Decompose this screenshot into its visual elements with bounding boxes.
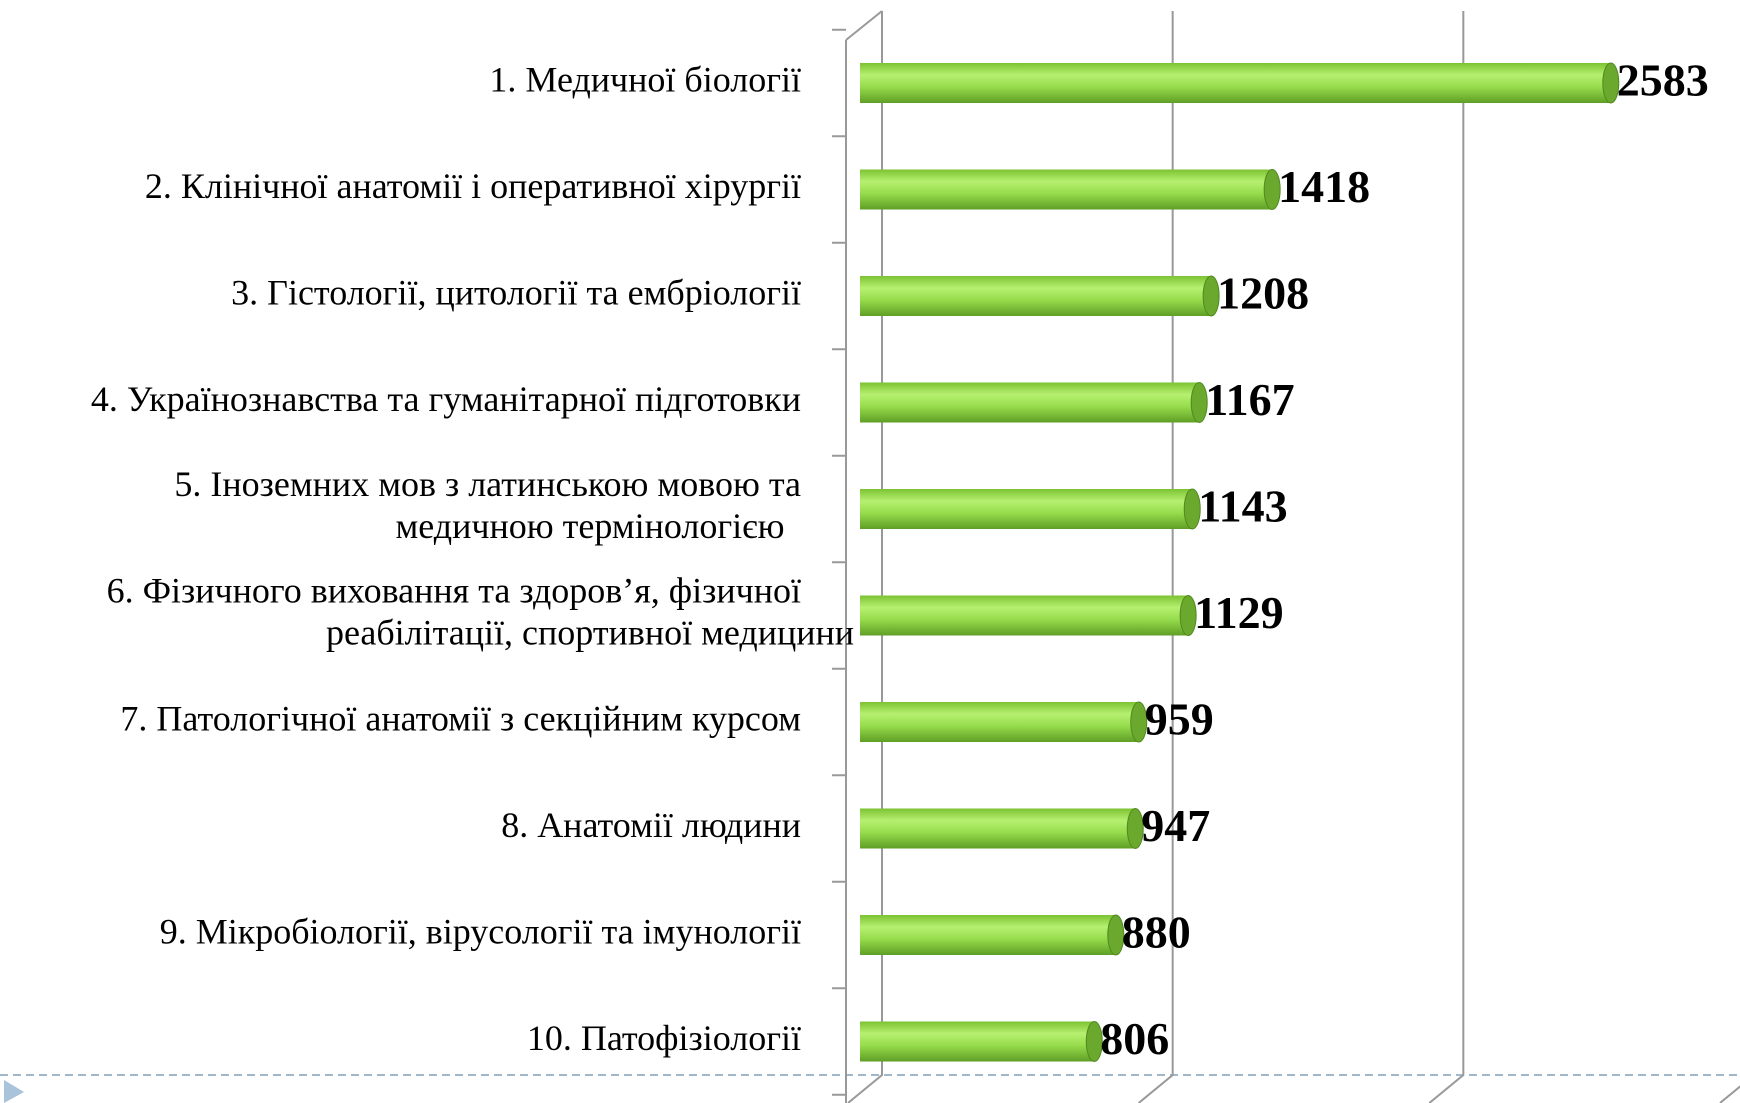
- bar: [860, 62, 1620, 104]
- category-label: 8. Анатомії людини: [501, 805, 801, 845]
- value-label: 2583: [1617, 55, 1709, 106]
- grid-line: [847, 11, 883, 1103]
- category-label: 5. Іноземних мов з латинською мовою та ме…: [174, 464, 801, 546]
- bar: [860, 701, 1148, 743]
- category-label: 2. Клінічної анатомії і оперативної хіру…: [145, 166, 801, 206]
- grid-line: [1138, 11, 1174, 1103]
- grid-line: [1428, 11, 1465, 1103]
- value-label: 880: [1122, 907, 1191, 958]
- value-label: 1418: [1278, 161, 1370, 212]
- bar: [860, 914, 1125, 956]
- bar: [860, 169, 1281, 210]
- bar: [860, 595, 1197, 636]
- value-label: 1129: [1194, 587, 1283, 638]
- category-label: 7. Патологічної анатомії з секційним кур…: [120, 698, 801, 738]
- bar: [860, 488, 1201, 530]
- category-label: 3. Гістології, цитології та ембріології: [231, 272, 801, 312]
- grid-line: [1719, 1085, 1740, 1103]
- bar: [860, 382, 1208, 423]
- value-label: 806: [1100, 1013, 1169, 1064]
- category-label: 6. Фізичного виховання та здоров’я, фізи…: [107, 571, 854, 653]
- category-label: 9. Мікробіології, вірусології та імуноло…: [160, 911, 801, 951]
- value-label: 947: [1141, 800, 1210, 851]
- value-label: 959: [1145, 694, 1214, 745]
- axis-line: [845, 10, 883, 41]
- bar: [860, 808, 1144, 849]
- category-label: 10. Патофізіології: [527, 1018, 801, 1058]
- slide-marker: [4, 1080, 24, 1103]
- value-label: 1208: [1217, 268, 1309, 319]
- category-label: 4. Українознавства та гуманітарної підго…: [91, 379, 801, 419]
- category-label: 1. Медичної біології: [489, 59, 801, 99]
- value-label: 1143: [1198, 481, 1287, 532]
- bar: [860, 1021, 1103, 1062]
- value-label: 1167: [1205, 374, 1294, 425]
- bar: [860, 275, 1220, 317]
